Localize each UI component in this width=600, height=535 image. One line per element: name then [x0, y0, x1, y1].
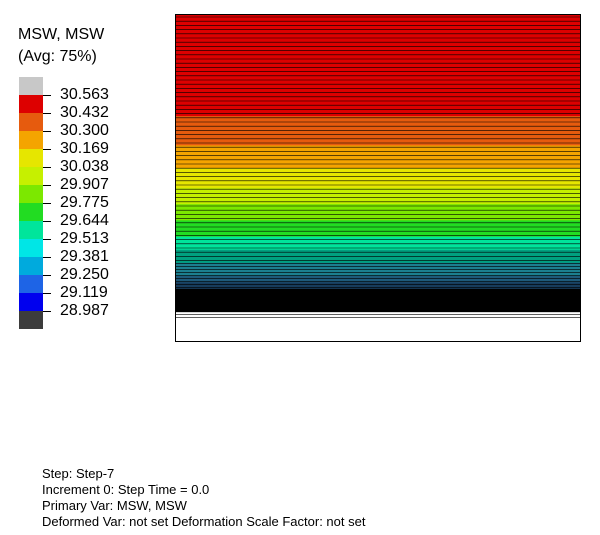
primary-var-label: Primary Var: MSW, MSW — [42, 498, 187, 513]
legend-tick — [43, 203, 51, 204]
contour-band — [176, 116, 580, 146]
legend-tick-label: 29.907 — [60, 176, 109, 193]
legend-swatch — [19, 311, 43, 329]
contour-band — [176, 288, 580, 313]
legend-tick-label: 29.119 — [60, 284, 108, 301]
legend-tick — [43, 257, 51, 258]
legend-tick — [43, 113, 51, 114]
legend-title-variable: MSW, MSW — [18, 26, 105, 43]
legend-tick-label: 29.644 — [60, 212, 109, 229]
legend-tick-label: 29.381 — [60, 248, 109, 265]
contour-band — [176, 275, 580, 283]
legend-swatch — [19, 113, 43, 131]
legend-swatch — [19, 239, 43, 257]
color-legend-bar — [19, 77, 43, 329]
legend-swatch — [19, 149, 43, 167]
contour-band — [176, 204, 580, 221]
legend-tick-label: 30.300 — [60, 122, 109, 139]
legend-tick-label: 28.987 — [60, 302, 109, 319]
legend-tick — [43, 185, 51, 186]
legend-swatch — [19, 185, 43, 203]
contour-plot — [176, 15, 580, 318]
legend-tick — [43, 131, 51, 132]
legend-tick — [43, 293, 51, 294]
contour-plot-viewport[interactable] — [175, 14, 581, 342]
contour-band — [176, 236, 580, 251]
legend-swatch — [19, 131, 43, 149]
step-label: Step: Step-7 — [42, 466, 115, 481]
legend-tick-label: 30.563 — [60, 86, 109, 103]
contour-band — [176, 145, 580, 169]
state-info-block: Step: Step-7 Increment 0: Step Time = 0.… — [42, 466, 365, 530]
contour-band — [176, 282, 580, 290]
contour-band — [176, 15, 580, 117]
contour-band — [176, 187, 580, 205]
contour-band — [176, 220, 580, 238]
legend-swatch — [19, 221, 43, 239]
legend-swatch — [19, 257, 43, 275]
legend-tick-label: 30.038 — [60, 158, 109, 175]
legend-swatch — [19, 167, 43, 185]
legend-swatch — [19, 203, 43, 221]
legend-swatch — [19, 95, 43, 113]
legend-title-averaging: (Avg: 75%) — [18, 48, 97, 65]
legend-swatch — [19, 293, 43, 311]
legend-swatch — [19, 275, 43, 293]
legend-title: MSW, MSW (Avg: 75%) — [18, 24, 104, 68]
legend-tick — [43, 311, 51, 312]
legend-tick — [43, 167, 51, 168]
legend-tick — [43, 149, 51, 150]
contour-band — [176, 168, 580, 189]
legend-tick — [43, 95, 51, 96]
legend-swatch — [19, 77, 43, 95]
legend-tick — [43, 221, 51, 222]
deformed-var-label: Deformed Var: not set Deformation Scale … — [42, 514, 366, 529]
legend-tick-label: 29.775 — [60, 194, 109, 211]
legend-tick-label: 30.169 — [60, 140, 109, 157]
legend-tick-label: 29.250 — [60, 266, 109, 283]
legend-tick-label: 29.513 — [60, 230, 109, 247]
legend-tick — [43, 275, 51, 276]
increment-label: Increment 0: Step Time = 0.0 — [42, 482, 210, 497]
legend-tick — [43, 239, 51, 240]
legend-tick-label: 30.432 — [60, 104, 109, 121]
